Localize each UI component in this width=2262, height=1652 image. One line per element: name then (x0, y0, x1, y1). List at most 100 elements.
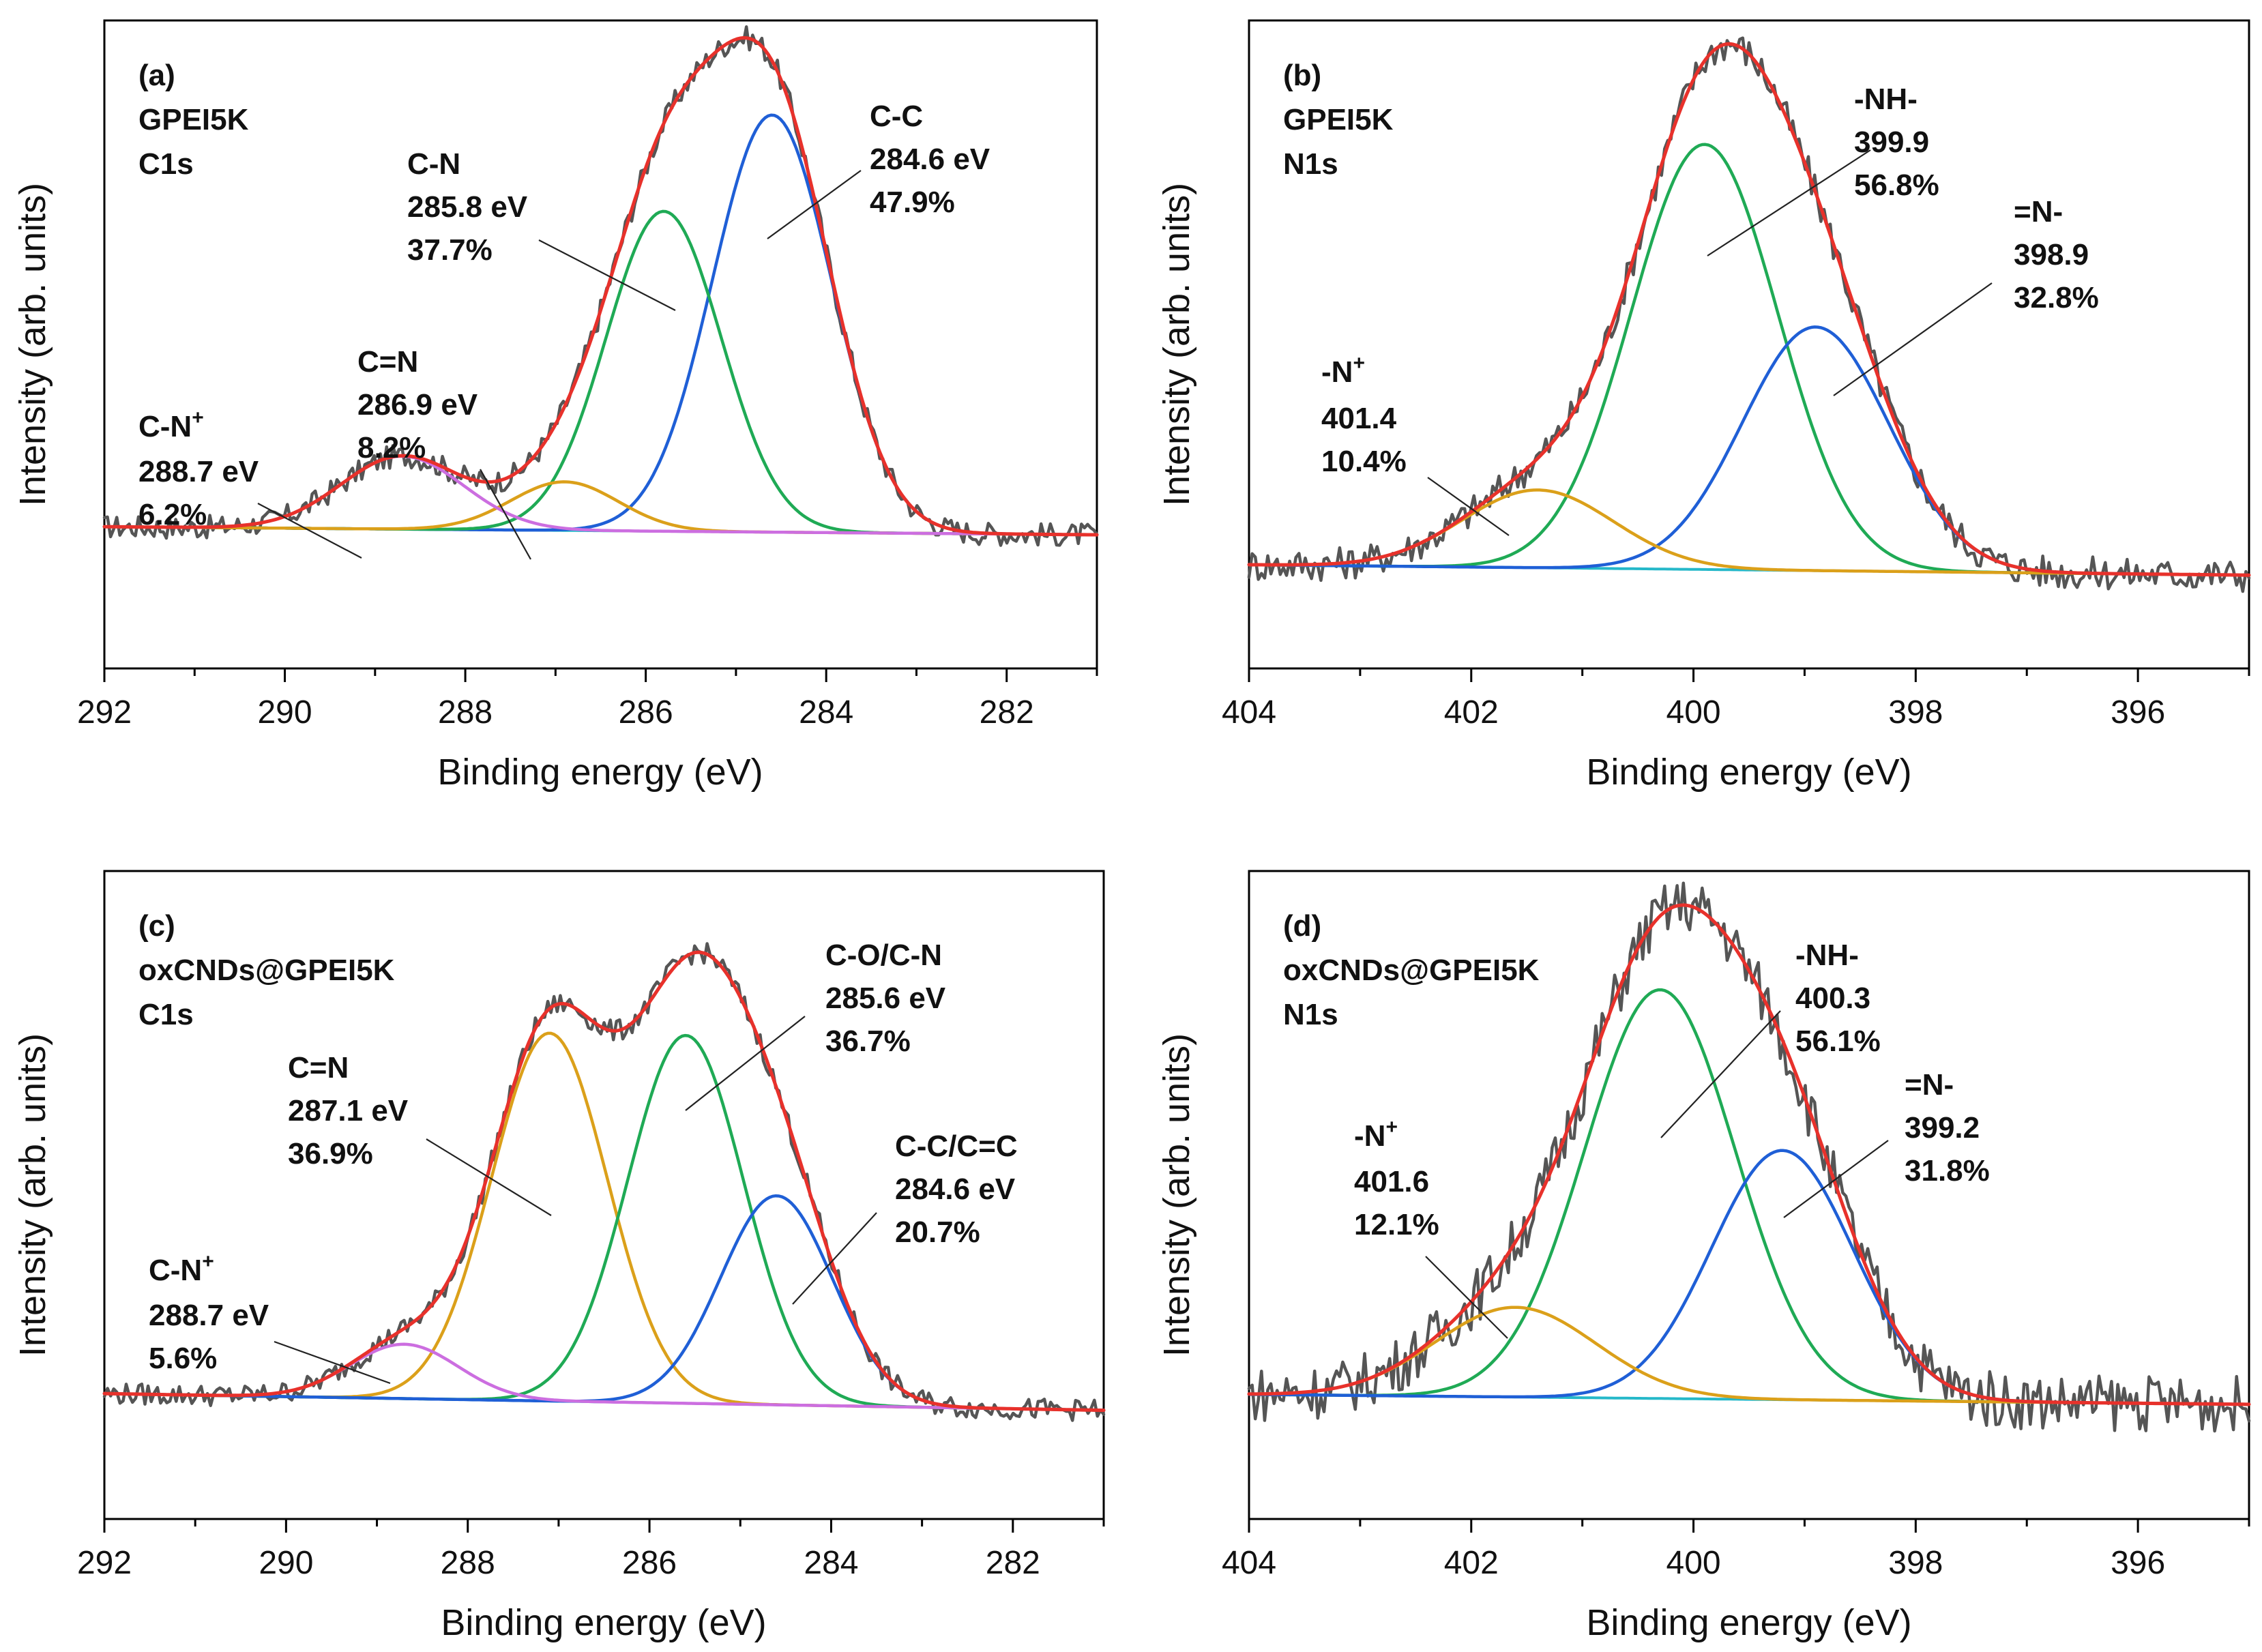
peak-percent: 5.6% (149, 1342, 217, 1375)
peak-percent: 56.1% (1795, 1024, 1881, 1058)
x-tick-label: 398 (1888, 694, 1943, 731)
arrow (1783, 1140, 1889, 1218)
y-axis-title: Intensity (arb. units) (12, 183, 53, 506)
arrow (1660, 1010, 1781, 1138)
region-label: N1s (1283, 147, 1338, 181)
plot-frame (1248, 870, 2250, 1520)
arrow (480, 469, 531, 560)
arrow (1707, 149, 1871, 256)
x-axis-title: Binding energy (eV) (441, 1602, 766, 1643)
peak-name: C-N+ (138, 407, 204, 443)
peak-percent: 10.4% (1321, 445, 1407, 478)
y-axis-title: Intensity (arb. units) (1156, 183, 1197, 506)
panel-b: 404 402 400 398 396 Binding energy (eV) Inte… (1156, 19, 2251, 793)
x-ticks: 292 290 288 286 284 282 (77, 668, 1098, 731)
curves (1247, 36, 2251, 593)
x-ticks: 404 402 400 398 396 (1222, 1519, 2250, 1581)
peak-energy: 284.6 eV (870, 143, 990, 176)
curves (102, 25, 1099, 547)
envelope-fit-line (1247, 42, 2251, 577)
peak-name-superscript: + (1353, 352, 1365, 374)
annotation-c-n: C-N 285.8 eV 37.7% (407, 147, 676, 311)
x-tick-label: 284 (799, 694, 853, 731)
arrow (1425, 1256, 1508, 1339)
peak-energy: 285.8 eV (407, 190, 528, 224)
raw-spectrum-line (102, 25, 1099, 547)
x-ticks: 404 402 400 398 396 (1222, 668, 2250, 731)
peak-energy: 284.6 eV (895, 1172, 1016, 1206)
envelope-fit-line (1247, 903, 2251, 1406)
peak-percent: 20.7% (895, 1215, 980, 1249)
x-tick-label: 290 (259, 1545, 313, 1581)
panel-d: 404 402 400 398 396 Binding energy (eV) Inte… (1156, 870, 2251, 1643)
arrow (1427, 477, 1510, 536)
peak-name-text: C-N (149, 1254, 202, 1287)
peak-energy: 288.7 eV (149, 1299, 269, 1332)
arrow (1833, 282, 1993, 396)
peak-name: C-O/C-N (825, 939, 942, 972)
panel-label: (c) (138, 909, 175, 943)
x-tick-label: 282 (986, 1545, 1040, 1581)
x-tick-label: 404 (1222, 1545, 1276, 1581)
peak-name-text: -N (1354, 1119, 1385, 1153)
peak-energy: 399.2 (1905, 1111, 1980, 1145)
annotation-n-plus: -N+ 401.6 12.1% (1354, 1116, 1508, 1339)
arrow (257, 503, 362, 559)
annotation-nh: -NH- 400.3 56.1% (1660, 939, 1881, 1138)
peak-name: C-N (407, 147, 460, 181)
peak-percent: 12.1% (1354, 1208, 1439, 1241)
peak-name: C-C/C=C (895, 1130, 1018, 1163)
x-tick-label: 292 (77, 694, 132, 731)
arrow (792, 1212, 877, 1305)
annotation-c-c: C-C 284.6 eV 47.9% (767, 100, 990, 239)
plot-frame (103, 870, 1105, 1520)
annotation-c-eq-n: C=N 287.1 eV 36.9% (288, 1051, 552, 1216)
component-peak-line-1 (1247, 143, 2251, 577)
x-tick-label: 400 (1666, 1545, 1721, 1581)
envelope-fit-line (102, 950, 1106, 1413)
annotation-c-c-c-eq-c: C-C/C=C 284.6 eV 20.7% (792, 1130, 1018, 1305)
annotation-eq-n: =N- 398.9 32.8% (1833, 195, 2099, 396)
y-axis-title: Intensity (arb. units) (1156, 1033, 1197, 1357)
peak-energy: 287.1 eV (288, 1094, 409, 1127)
annotation-c-n-plus: C-N+ 288.7 eV 5.6% (149, 1250, 391, 1385)
peak-percent: 47.9% (870, 186, 955, 219)
x-tick-label: 290 (257, 694, 312, 731)
x-tick-label: 396 (2111, 694, 2165, 731)
sample-label: GPEI5K (1283, 103, 1394, 136)
peak-percent: 8.2% (357, 431, 426, 464)
arrow (538, 239, 676, 311)
peak-percent: 32.8% (2014, 281, 2099, 314)
peak-name: =N- (2014, 195, 2063, 228)
arrow (426, 1138, 552, 1216)
x-tick-label: 402 (1444, 1545, 1499, 1581)
x-tick-label: 288 (441, 1545, 495, 1581)
x-tick-label: 396 (2111, 1545, 2165, 1581)
peak-name-text: -N (1321, 355, 1353, 389)
peak-name: =N- (1905, 1068, 1954, 1102)
peak-name: -NH- (1795, 939, 1859, 972)
x-tick-label: 400 (1666, 694, 1721, 731)
peak-percent: 31.8% (1905, 1154, 1990, 1188)
panel-a: 292 290 288 286 284 282 Binding energy (eV) I… (12, 19, 1099, 793)
peak-percent: 56.8% (1854, 168, 1939, 202)
region-label: N1s (1283, 998, 1338, 1031)
arrow (767, 170, 862, 239)
y-axis-title: Intensity (arb. units) (12, 1033, 53, 1357)
annotation-c-eq-n: C=N 286.9 eV 8.2% (357, 345, 531, 560)
x-tick-label: 286 (619, 694, 673, 731)
x-axis-title: Binding energy (eV) (1586, 752, 1911, 793)
x-axis-title: Binding energy (eV) (437, 752, 763, 793)
panel-c: 292 290 288 286 284 282 Binding energy (eV) I… (12, 870, 1106, 1643)
x-tick-label: 284 (804, 1545, 858, 1581)
peak-energy: 285.6 eV (825, 982, 946, 1015)
peak-name-superscript: + (202, 1250, 214, 1273)
peak-energy: 401.4 (1321, 402, 1397, 435)
x-ticks: 292 290 288 286 284 282 (77, 1519, 1105, 1581)
x-tick-label: 292 (77, 1545, 132, 1581)
x-tick-label: 288 (438, 694, 493, 731)
annotation-nh: -NH- 399.9 56.8% (1707, 83, 1939, 256)
raw-spectrum-line (1247, 36, 2251, 593)
peak-name: -N+ (1354, 1116, 1398, 1153)
x-tick-label: 282 (980, 694, 1034, 731)
